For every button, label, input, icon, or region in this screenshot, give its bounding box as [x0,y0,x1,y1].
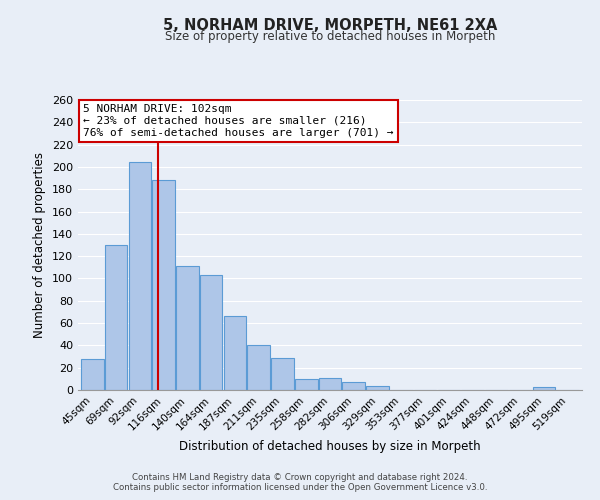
Text: 5, NORHAM DRIVE, MORPETH, NE61 2XA: 5, NORHAM DRIVE, MORPETH, NE61 2XA [163,18,497,32]
Bar [271,358,294,390]
Bar [200,275,223,390]
Text: Size of property relative to detached houses in Morpeth: Size of property relative to detached ho… [165,30,495,43]
Bar [247,346,270,390]
Bar [152,180,175,390]
Bar [105,245,127,390]
Bar [319,378,341,390]
Bar [224,316,246,390]
Y-axis label: Number of detached properties: Number of detached properties [34,152,46,338]
Bar [366,386,389,390]
Bar [533,386,555,390]
Text: 5 NORHAM DRIVE: 102sqm
← 23% of detached houses are smaller (216)
76% of semi-de: 5 NORHAM DRIVE: 102sqm ← 23% of detached… [83,104,394,138]
Bar [128,162,151,390]
Bar [295,379,317,390]
Bar [81,359,104,390]
Bar [176,266,199,390]
Bar [343,382,365,390]
Text: Contains HM Land Registry data © Crown copyright and database right 2024.
Contai: Contains HM Land Registry data © Crown c… [113,473,487,492]
X-axis label: Distribution of detached houses by size in Morpeth: Distribution of detached houses by size … [179,440,481,453]
